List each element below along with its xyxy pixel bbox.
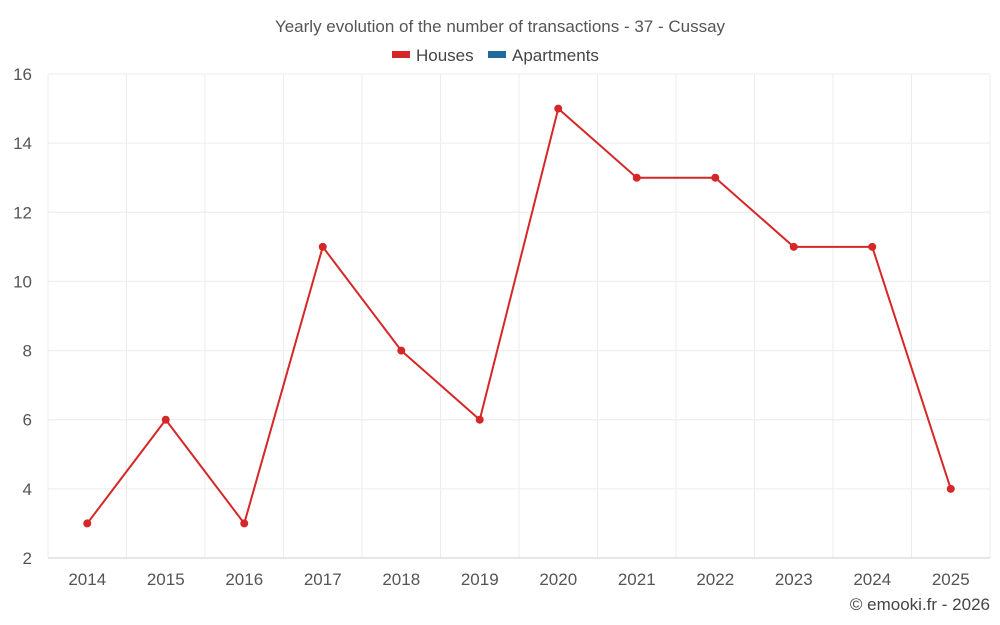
legend-item-houses[interactable]: Houses <box>392 46 474 65</box>
y-tick-label: 14 <box>13 134 32 153</box>
legend-swatch-apartments <box>488 51 506 58</box>
data-point[interactable] <box>475 415 484 424</box>
y-tick-label: 6 <box>23 411 32 430</box>
x-tick-label: 2018 <box>382 570 420 589</box>
y-tick-label: 4 <box>23 480 32 499</box>
series-houses <box>83 104 955 528</box>
data-point[interactable] <box>868 242 877 251</box>
legend-swatch-houses <box>392 51 410 58</box>
y-tick-label: 8 <box>23 342 32 361</box>
data-point[interactable] <box>632 173 641 182</box>
x-tick-label: 2020 <box>539 570 577 589</box>
x-tick-label: 2019 <box>461 570 499 589</box>
data-point[interactable] <box>83 519 92 528</box>
x-tick-label: 2015 <box>147 570 185 589</box>
axes: 2 4 6 8 10 12 14 16 2014 2015 2016 2017 2018 2019 2020… <box>13 65 990 589</box>
grid <box>47 73 991 559</box>
credit-text: © emooki.fr - 2026 <box>850 595 990 614</box>
x-tick-label: 2017 <box>304 570 342 589</box>
series-line-houses <box>86 107 952 525</box>
x-tick-label: 2024 <box>853 570 891 589</box>
x-tick-label: 2021 <box>618 570 656 589</box>
x-tick-label: 2022 <box>696 570 734 589</box>
y-tick-label: 12 <box>13 203 32 222</box>
data-point[interactable] <box>554 104 563 113</box>
x-tick-label: 2014 <box>68 570 106 589</box>
data-point[interactable] <box>161 415 170 424</box>
x-tick-label: 2025 <box>932 570 970 589</box>
x-tick-label: 2023 <box>775 570 813 589</box>
legend: Houses Apartments <box>392 46 599 65</box>
data-point[interactable] <box>711 173 720 182</box>
x-tick-label: 2016 <box>225 570 263 589</box>
y-tick-label: 10 <box>13 272 32 291</box>
y-tick-label: 16 <box>13 65 32 84</box>
legend-label-houses: Houses <box>416 46 474 65</box>
data-point[interactable] <box>946 484 955 493</box>
data-point[interactable] <box>397 346 406 355</box>
data-point[interactable] <box>318 242 327 251</box>
legend-item-apartments[interactable]: Apartments <box>488 46 599 65</box>
data-point[interactable] <box>240 519 249 528</box>
y-tick-label: 2 <box>23 549 32 568</box>
chart-title: Yearly evolution of the number of transa… <box>275 17 726 36</box>
data-point[interactable] <box>789 242 798 251</box>
legend-label-apartments: Apartments <box>512 46 599 65</box>
